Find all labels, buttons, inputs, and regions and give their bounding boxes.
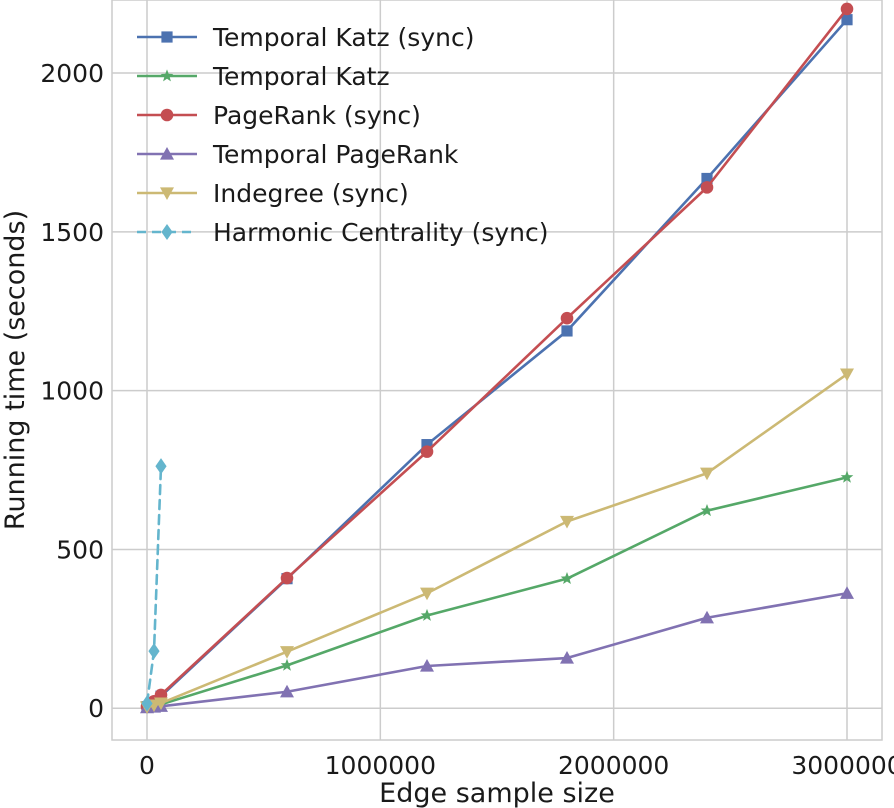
data-point: [840, 586, 854, 599]
x-tick-label: 1000000: [325, 751, 436, 780]
legend-label: Temporal PageRank: [212, 140, 459, 169]
data-point: [420, 445, 434, 458]
series-layer: [140, 2, 854, 714]
data-point: [280, 571, 294, 585]
legend-label: PageRank (sync): [213, 101, 421, 130]
legend-marker: [160, 69, 174, 82]
y-tick-label: 0: [88, 694, 104, 723]
data-point: [560, 515, 574, 529]
data-point: [155, 458, 167, 475]
data-point: [148, 643, 160, 660]
data-point: [840, 2, 854, 16]
y-tick-label: 2000: [40, 59, 104, 88]
legend-entry: Temporal Katz (sync): [137, 23, 474, 52]
y-tick-label: 1500: [40, 218, 104, 247]
legend-entry: Indegree (sync): [137, 179, 409, 208]
legend-marker: [161, 31, 173, 43]
data-point: [560, 311, 574, 325]
legend-label: Harmonic Centrality (sync): [213, 218, 549, 247]
data-point: [700, 610, 714, 624]
data-point: [154, 697, 168, 711]
data-point: [421, 439, 433, 451]
legend-label: Indegree (sync): [213, 179, 409, 208]
grid: [111, 0, 883, 741]
data-point: [280, 658, 294, 671]
data-point: [420, 659, 434, 672]
x-tick-label: 0: [139, 751, 155, 780]
legend-marker: [160, 108, 174, 122]
legend-entry: PageRank (sync): [137, 101, 421, 130]
legend-entry: Harmonic Centrality (sync): [137, 218, 549, 247]
data-point: [420, 587, 434, 601]
x-tick-label: 3000000: [791, 751, 894, 780]
series-5: [141, 458, 167, 712]
data-point: [840, 368, 854, 382]
x-tick-label: 2000000: [558, 751, 669, 780]
data-point: [700, 181, 714, 194]
data-point: [700, 504, 714, 517]
data-point: [561, 325, 573, 337]
y-axis-label: Running time (seconds): [0, 210, 31, 530]
plot-frame: [111, 0, 883, 741]
data-point: [560, 651, 574, 664]
y-tick-label: 1000: [40, 377, 104, 406]
data-point: [560, 572, 574, 585]
data-point: [280, 684, 294, 698]
y-tick-label: 500: [56, 535, 104, 564]
legend-marker: [161, 223, 173, 241]
legend-entry: Temporal Katz: [137, 62, 390, 91]
data-point: [701, 172, 713, 185]
axes: 0 1000000 2000000 3000000 0 500 1000 1500 2000: [40, 59, 894, 780]
legend: Temporal Katz (sync) Temporal Katz PageRan…: [137, 23, 549, 247]
legend-marker: [160, 187, 174, 200]
x-axis-label: Edge sample size: [379, 778, 615, 808]
data-point: [420, 608, 434, 621]
data-point: [841, 14, 853, 26]
legend-entry: Temporal PageRank: [137, 140, 459, 169]
legend-label: Temporal Katz (sync): [212, 23, 474, 52]
legend-marker: [160, 147, 174, 160]
data-point: [840, 470, 854, 483]
data-point: [280, 646, 294, 659]
legend-label: Temporal Katz: [212, 62, 390, 91]
data-point: [700, 467, 714, 481]
data-point: [141, 695, 153, 712]
